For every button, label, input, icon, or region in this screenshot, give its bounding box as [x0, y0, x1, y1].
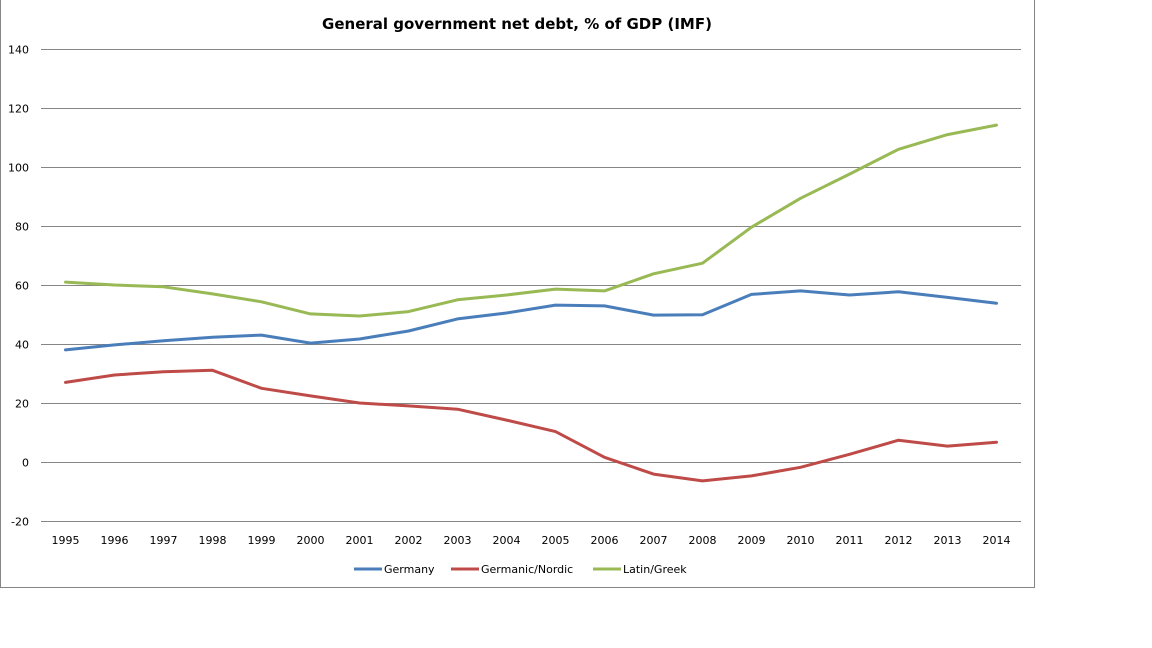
y-tick-label: -20: [11, 516, 29, 529]
x-tick-label: 1997: [150, 534, 178, 547]
x-tick-label: 2004: [493, 534, 521, 547]
x-tick-label: 1998: [199, 534, 227, 547]
x-tick-label: 2012: [885, 534, 913, 547]
legend-label: Germany: [384, 563, 435, 576]
x-tick-label: 2005: [542, 534, 570, 547]
y-tick-label: 20: [15, 398, 29, 411]
series-latin-greek: [64, 123, 998, 318]
y-tick-label: 0: [22, 457, 29, 470]
x-tick-label: 2007: [640, 534, 668, 547]
legend-item: Germany: [354, 563, 435, 576]
x-tick-label: 2014: [983, 534, 1011, 547]
legend: Germany Germanic/Nordic Latin/Greek: [354, 563, 687, 576]
x-tick-label: 2010: [787, 534, 815, 547]
x-tick-label: 2009: [738, 534, 766, 547]
x-tick-label: 2011: [836, 534, 864, 547]
series-germanic-nordic: [64, 368, 998, 483]
legend-item: Germanic/Nordic: [451, 563, 573, 576]
x-tick-label: 1995: [52, 534, 80, 547]
x-tick-label: 2006: [591, 534, 619, 547]
x-tick-label: 2008: [689, 534, 717, 547]
y-tick-label: 140: [8, 44, 29, 57]
series-line: [64, 368, 998, 483]
x-tick-label: 1999: [248, 534, 276, 547]
x-tick-label: 2003: [444, 534, 472, 547]
chart-title: General government net debt, % of GDP (I…: [322, 15, 712, 33]
series-line: [64, 289, 998, 352]
x-tick-label: 2000: [297, 534, 325, 547]
series-line: [64, 123, 998, 318]
x-tick-label: 2001: [346, 534, 374, 547]
legend-label: Latin/Greek: [623, 563, 687, 576]
x-axis-tick-labels: 1995 1996 1997 1998 1999 2000 2001 2002 2003 2004…: [52, 534, 1011, 547]
y-tick-label: 40: [15, 339, 29, 352]
y-tick-label: 120: [8, 103, 29, 116]
y-axis-tick-labels: -20 0 20 40 60 80 100 120 140: [8, 44, 29, 529]
y-tick-label: 80: [15, 221, 29, 234]
x-tick-label: 2013: [934, 534, 962, 547]
x-tick-label: 1996: [101, 534, 129, 547]
gridlines: [41, 49, 1021, 522]
x-tick-label: 2002: [395, 534, 423, 547]
legend-item: Latin/Greek: [593, 563, 687, 576]
series-germany: [64, 289, 998, 352]
legend-label: Germanic/Nordic: [481, 563, 573, 576]
plot-series: [64, 123, 998, 483]
y-tick-label: 60: [15, 280, 29, 293]
y-tick-label: 100: [8, 162, 29, 175]
